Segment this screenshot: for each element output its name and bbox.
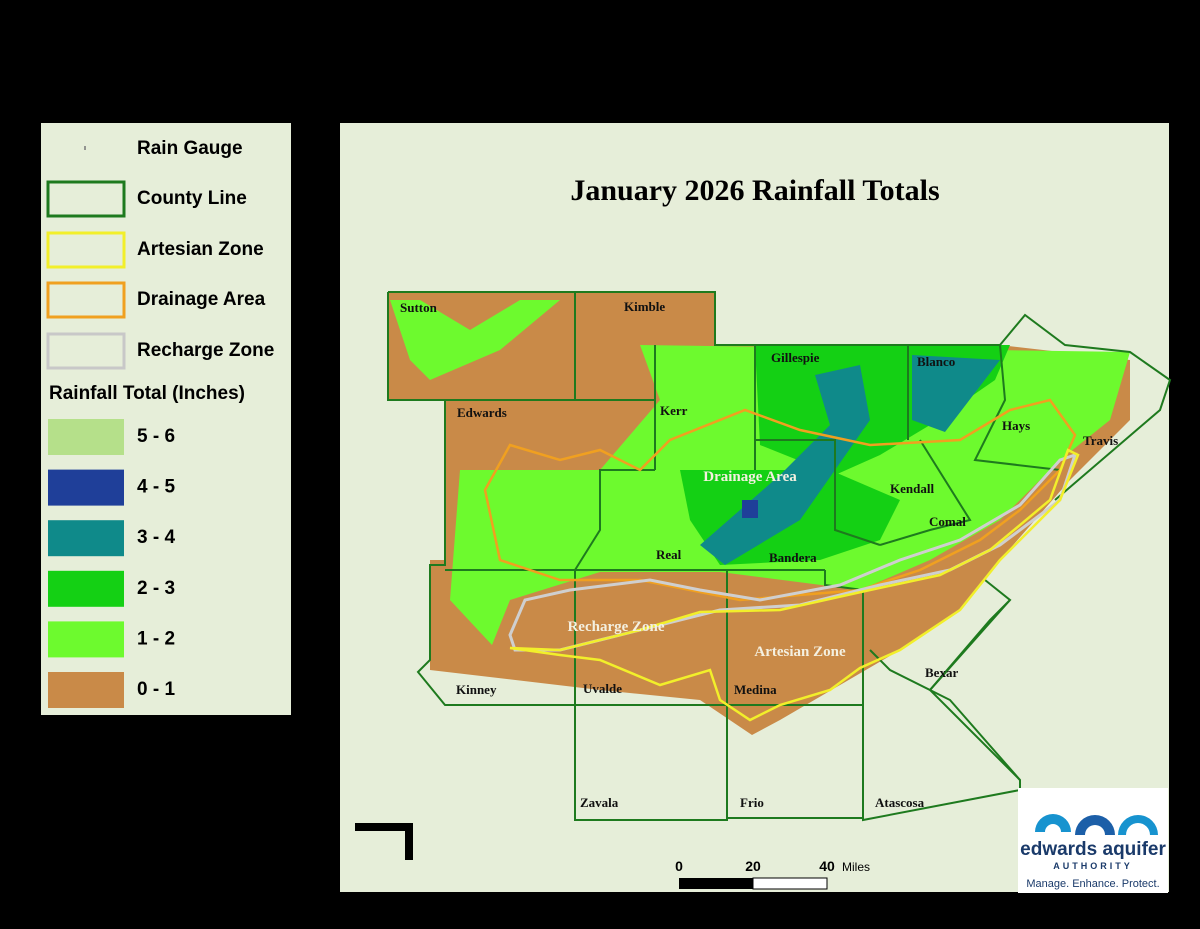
scale-tick-label: 40 bbox=[819, 858, 835, 874]
legend-label: 4 - 5 bbox=[137, 477, 175, 498]
north-arrow bbox=[355, 823, 413, 860]
logo-mark bbox=[1035, 814, 1071, 832]
county-label: Gillespie bbox=[771, 350, 820, 365]
county-label: Kimble bbox=[624, 299, 665, 314]
legend-swatch bbox=[48, 520, 124, 557]
zone-label: Artesian Zone bbox=[754, 644, 846, 660]
legend-label: 3 - 4 bbox=[137, 527, 175, 548]
county-label: Kerr bbox=[660, 403, 688, 418]
logo-mark bbox=[1118, 815, 1158, 835]
legend-swatch bbox=[48, 621, 124, 658]
county-label: Comal bbox=[929, 514, 966, 529]
zone-label: Drainage Area bbox=[703, 469, 797, 485]
legend-heading: Rainfall Total (Inches) bbox=[49, 383, 245, 404]
legend-label: Artesian Zone bbox=[137, 239, 264, 260]
legend-symbol bbox=[46, 180, 126, 218]
legend-swatch bbox=[48, 469, 124, 506]
county-label: Kendall bbox=[890, 481, 934, 496]
scale-unit: Miles bbox=[842, 860, 870, 874]
county-lines bbox=[387, 291, 1172, 822]
county-label: Blanco bbox=[917, 354, 955, 369]
legend-swatch bbox=[48, 672, 124, 708]
legend-label: Drainage Area bbox=[137, 289, 266, 310]
county-label: Real bbox=[656, 547, 682, 562]
county-label: Kinney bbox=[456, 682, 497, 697]
legend-swatch bbox=[48, 419, 124, 455]
scale-bar-segment bbox=[752, 877, 828, 890]
zone-label: Recharge Zone bbox=[567, 619, 664, 635]
county-label: Atascosa bbox=[875, 795, 925, 810]
county-label: Bandera bbox=[769, 550, 817, 565]
county-label: Sutton bbox=[400, 300, 438, 315]
legend-label: Rain Gauge bbox=[137, 138, 243, 159]
legend-symbol bbox=[46, 281, 126, 319]
legend-label: Recharge Zone bbox=[137, 340, 274, 361]
legend-label: 1 - 2 bbox=[137, 628, 175, 649]
map-title: January 2026 Rainfall Totals bbox=[570, 174, 939, 207]
county-label: Zavala bbox=[580, 795, 619, 810]
logo-tagline: Manage. Enhance. Protect. bbox=[1026, 878, 1159, 890]
scale-tick-label: 0 bbox=[675, 858, 683, 874]
legend: Rain Gauge County Line Artesian Zone Draina… bbox=[46, 138, 274, 708]
legend-symbol bbox=[46, 231, 126, 269]
county-label: Medina bbox=[734, 682, 777, 697]
logo-subtitle: AUTHORITY bbox=[1053, 861, 1133, 871]
county-label: Frio bbox=[740, 795, 764, 810]
artesian-zone-outline bbox=[509, 448, 1080, 722]
county-label: Bexar bbox=[925, 665, 958, 680]
logo-name: edwards aquifer bbox=[1020, 839, 1166, 860]
county-label: Hays bbox=[1002, 418, 1030, 433]
county-label: Edwards bbox=[457, 405, 507, 420]
legend-label: 2 - 3 bbox=[137, 578, 175, 599]
county-labels: Sutton Kimble Gillespie Blanco Edwards Kerr Ha… bbox=[400, 299, 1118, 810]
logo-box bbox=[1018, 788, 1168, 893]
legend-symbol bbox=[46, 332, 126, 370]
scale-bar-segment bbox=[679, 878, 753, 889]
county-label: Uvalde bbox=[583, 681, 622, 696]
scale-tick-label: 20 bbox=[745, 858, 761, 874]
legend-label: 5 - 6 bbox=[137, 426, 175, 447]
logo: edwards aquifer AUTHORITY Manage. Enhanc… bbox=[1018, 788, 1168, 893]
legend-label: County Line bbox=[137, 188, 247, 209]
logo-mark bbox=[1075, 815, 1115, 835]
rainfall-raster bbox=[388, 292, 1130, 735]
legend-swatch bbox=[48, 570, 124, 607]
drainage-area-outline bbox=[483, 398, 1077, 602]
legend-label: 0 - 1 bbox=[137, 679, 175, 700]
county-label: Travis bbox=[1083, 433, 1118, 448]
